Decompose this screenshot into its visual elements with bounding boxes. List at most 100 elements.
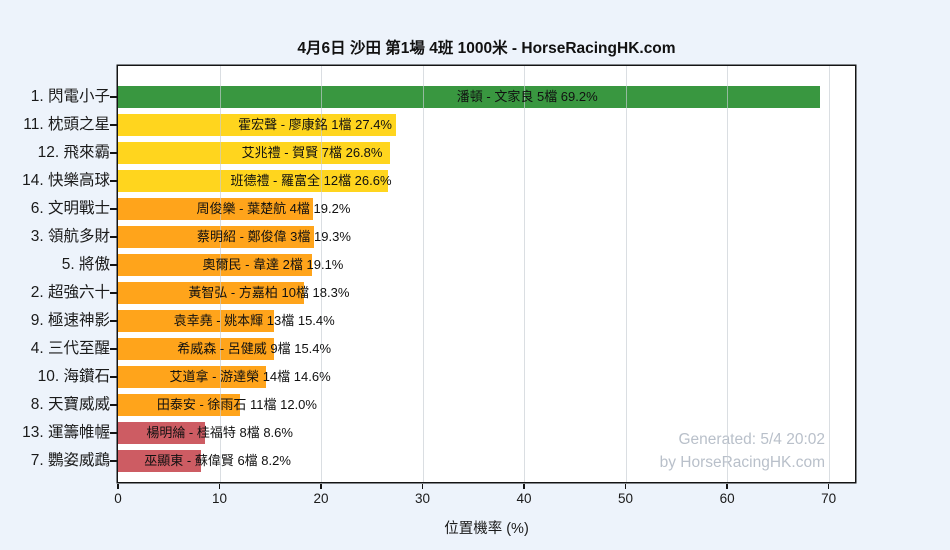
y-axis-label: 14. 快樂高球 [22,172,110,189]
bar-label: 蔡明紹 - 鄭俊偉 3檔 19.3% [197,229,351,244]
bar-row: 楊明綸 - 桂福特 8檔 8.6% [118,422,855,444]
gridline [422,66,424,482]
probability-bar [118,310,275,332]
y-axis-label: 9. 極速神影 [30,312,110,329]
y-axis-tick [109,264,117,266]
gridline [727,66,729,482]
watermark-line-2: by HorseRacingHK.com [659,454,825,471]
gridline [219,66,221,482]
probability-bar [118,86,821,108]
bar-label: 艾道拿 - 游達榮 14檔 14.6% [169,369,331,384]
y-axis-label: 10. 海鑽石 [37,368,110,385]
y-axis-tick [109,404,117,406]
x-tick-label: 0 [114,491,122,506]
gridline [524,66,526,482]
bar-row: 希威森 - 呂健威 9檔 15.4% [118,338,855,360]
bar-row: 袁幸堯 - 姚本輝 13檔 15.4% [118,310,855,332]
y-axis-label: 7. 鸚姿威鵡 [30,452,110,469]
bar-row: 田泰安 - 徐雨石 11檔 12.0% [118,394,855,416]
bar-row: 艾道拿 - 游達榮 14檔 14.6% [118,366,855,388]
y-axis-label: 8. 天寶威威 [30,396,110,413]
y-axis-label: 3. 領航多財 [30,228,110,245]
x-axis-tick [523,483,525,489]
y-axis-label: 12. 飛來霸 [37,144,110,161]
y-axis-tick [109,96,117,98]
x-tick-label: 30 [415,491,431,506]
probability-bar [118,254,312,276]
chart-title: 4月6日 沙田 第1場 4班 1000米 - HorseRacingHK.com [297,40,676,57]
plot-area: 潘頓 - 文家良 5檔 69.2% 霍宏聲 - 廖康銘 1檔 27.4% 艾兆禮… [118,66,855,482]
bar-row: 巫顯東 - 蘇偉賢 6檔 8.2% [118,450,855,472]
bar-label: 班德禮 - 羅富全 12檔 26.6% [230,173,392,188]
watermark-line-1: Generated: 5/4 20:02 [678,431,825,448]
probability-bar [118,170,389,192]
y-axis-tick [109,124,117,126]
bar-row: 霍宏聲 - 廖康銘 1檔 27.4% [118,114,855,136]
probability-bar [118,142,391,164]
bar-label: 周俊樂 - 葉楚航 4檔 19.2% [196,201,351,216]
x-axis-tick [624,483,627,489]
x-axis-tick [117,483,119,489]
bar-row: 艾兆禮 - 賀賢 7檔 26.8% [118,142,855,164]
y-axis-label: 6. 文明戰士 [30,200,110,217]
y-axis-tick [109,460,117,462]
x-tick-label: 40 [516,491,532,506]
bar-label: 希威森 - 呂健威 9檔 15.4% [177,341,332,356]
x-axis-tick [726,483,728,489]
bar-label: 袁幸堯 - 姚本輝 13檔 15.4% [173,313,335,328]
probability-bar [118,338,275,360]
y-axis-label: 1. 閃電小子 [30,88,110,105]
y-axis-label: 5. 將傲 [61,256,110,273]
bar-label: 奧爾民 - 韋達 2檔 19.1% [202,257,344,272]
x-tick-label: 10 [211,491,228,506]
y-axis-label: 13. 運籌帷幄 [22,424,110,441]
bar-row: 蔡明紹 - 鄭俊偉 3檔 19.3% [118,226,855,248]
x-tick-label: 60 [719,491,735,506]
probability-bar [118,282,304,304]
probability-bar [118,422,206,444]
probability-bar [118,450,202,472]
bar-label: 潘頓 - 文家良 5檔 69.2% [456,89,598,104]
bar-row: 黃智弘 - 方嘉柏 10檔 18.3% [118,282,855,304]
y-axis-tick [109,208,117,210]
x-tick-label: 20 [313,491,329,506]
bar-row: 周俊樂 - 葉楚航 4檔 19.2% [118,198,855,220]
y-axis-tick [109,152,117,154]
y-axis-tick [109,292,117,294]
probability-bar [118,198,313,220]
bar-label: 霍宏聲 - 廖康銘 1檔 27.4% [238,117,392,132]
y-axis-tick [109,320,117,322]
probability-bar [118,394,240,416]
x-axis-tick [218,483,221,489]
y-axis-label: 11. 枕頭之星 [23,116,110,133]
x-axis-tick [320,483,322,489]
y-axis-tick [109,348,117,350]
bar-row: 奧爾民 - 韋達 2檔 19.1% [118,254,855,276]
x-axis-tick [827,483,830,489]
x-axis-title: 位置機率 (%) [444,521,529,537]
y-axis-label: 2. 超強六十 [30,284,110,301]
y-axis-tick [109,180,117,182]
bar-row: 潘頓 - 文家良 5檔 69.2% [118,86,855,108]
bar-row: 班德禮 - 羅富全 12檔 26.6% [118,170,855,192]
y-axis-tick [109,376,117,378]
x-tick-label: 50 [618,491,634,506]
x-axis-tick [421,483,424,489]
probability-bar [118,114,397,136]
bar-label: 艾兆禮 - 賀賢 7檔 26.8% [241,145,383,160]
y-axis-label: 4. 三代至醒 [30,340,110,357]
gridline [625,66,627,482]
y-axis-tick [109,432,117,434]
x-tick-label: 70 [821,491,837,506]
probability-bar [118,366,267,388]
gridline [828,66,830,482]
watermark: Generated: 5/4 20:02 by HorseRacingHK.co… [660,428,825,474]
y-axis-tick [109,236,117,238]
bar-label: 巫顯東 - 蘇偉賢 6檔 8.2% [144,453,291,468]
bar-label: 楊明綸 - 桂福特 8檔 8.6% [146,425,293,440]
bar-label: 黃智弘 - 方嘉柏 10檔 18.3% [188,285,350,300]
gridline [321,66,323,482]
bar-label: 田泰安 - 徐雨石 11檔 12.0% [156,397,317,412]
probability-bar [118,226,314,248]
